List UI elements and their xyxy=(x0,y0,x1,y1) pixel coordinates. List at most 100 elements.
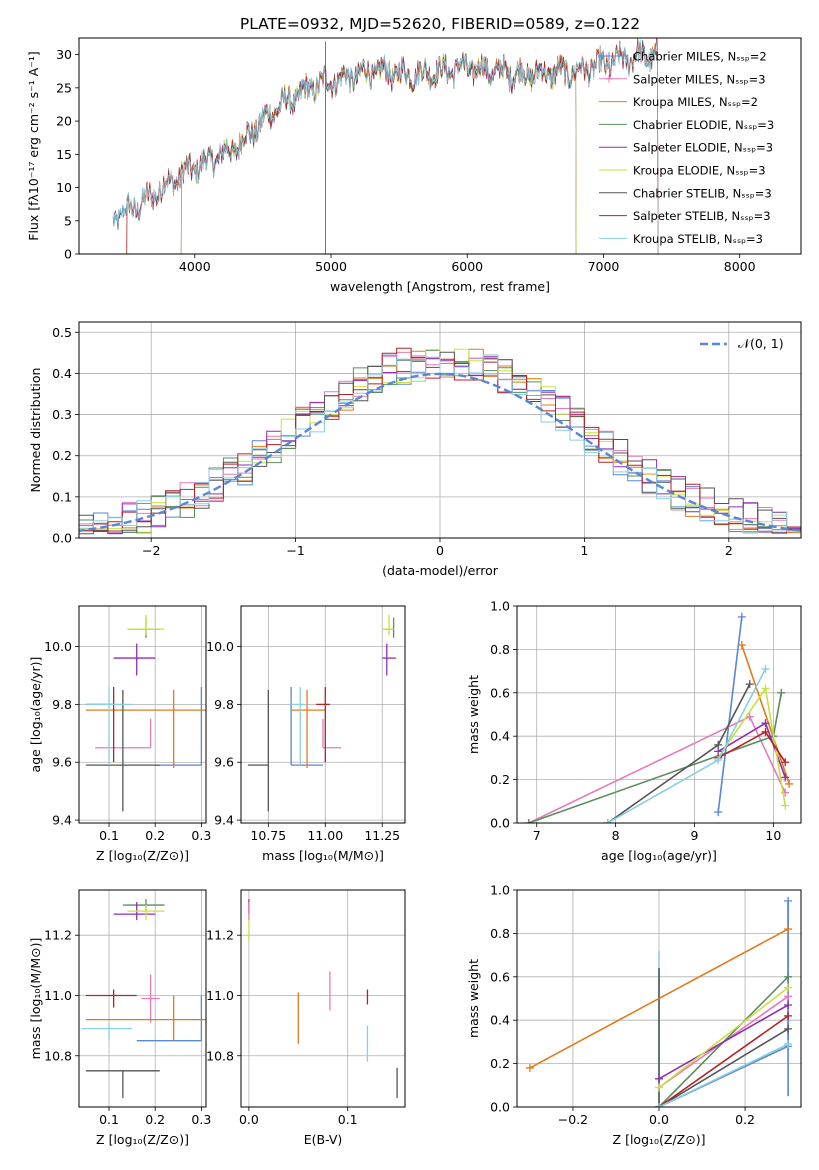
panel-6: 0.1 0.2 0.3 10.8 11.0 11.2 Z [log₁₀(Z/Z⊙)] mass… xyxy=(28,889,211,1147)
x-tick-label: 10.75 xyxy=(250,828,286,843)
weight-marker xyxy=(784,1024,793,1033)
y-tick-label: 9.8 xyxy=(52,697,72,712)
legend-entry: Kroupa MILES, Nₛₛₚ=2 xyxy=(633,95,758,109)
weight-marker xyxy=(781,801,790,810)
weight-marker xyxy=(784,925,793,934)
y-tick-label: 15 xyxy=(56,147,72,162)
y-tick-label: 0 xyxy=(64,247,72,262)
y-tick-label: 0.1 xyxy=(52,489,72,504)
spectrum-line xyxy=(180,54,577,254)
x-tick-label: 10 xyxy=(765,828,781,843)
y-tick-label: 11.0 xyxy=(206,988,234,1003)
weight-marker xyxy=(761,664,770,673)
x-axis-label: (data-model)/error xyxy=(382,563,499,578)
y-tick-label: 1.0 xyxy=(490,883,510,898)
x-tick-label: 6000 xyxy=(451,259,483,274)
weight-marker xyxy=(784,992,793,1001)
axes-frame xyxy=(78,605,207,824)
spectrum-line xyxy=(112,38,659,254)
x-tick-label: 0.0 xyxy=(649,1112,669,1127)
spectra xyxy=(112,38,659,254)
y-tick-label: 1.0 xyxy=(490,599,510,614)
x-tick-label: 0.3 xyxy=(191,828,211,843)
weight-marker xyxy=(603,819,612,823)
legend-entry: Chabrier STELIB, Nₛₛₚ=3 xyxy=(633,186,772,200)
y-tick-label: 0.6 xyxy=(490,685,510,700)
weight-marker xyxy=(761,719,770,728)
weight-marker xyxy=(737,612,746,621)
histogram-step xyxy=(79,354,801,534)
error-bars xyxy=(81,899,206,1098)
weight-marker xyxy=(714,756,723,765)
x-tick-label: 0.3 xyxy=(191,1112,211,1127)
y-tick-label: 9.6 xyxy=(52,755,72,770)
x-tick-label: −0.2 xyxy=(558,1112,588,1127)
x-tick-label: 9 xyxy=(691,828,699,843)
weight-marker xyxy=(784,896,793,905)
panel-2: −2 −1 0 1 2 0.0 0.1 0.2 0.3 0.4 0.5 (data-model)/er… xyxy=(28,321,802,578)
x-axis-label: mass [log₁₀(M/M⊙)] xyxy=(262,848,384,863)
legend-entry: Chabrier ELODIE, Nₛₛₚ=3 xyxy=(633,118,774,132)
axes-frame xyxy=(516,605,802,824)
chart-title: PLATE=0932, MJD=52620, FIBERID=0589, z=0… xyxy=(240,15,640,33)
x-tick-label: 4000 xyxy=(179,259,211,274)
y-tick-label: 0.8 xyxy=(490,926,510,941)
weight-line xyxy=(741,644,790,785)
x-tick-label: 7 xyxy=(533,828,541,843)
x-tick-label: 0.0 xyxy=(239,1112,259,1127)
y-tick-label: 9.8 xyxy=(214,697,234,712)
y-tick-label: 0.3 xyxy=(52,407,72,422)
weight-marker xyxy=(784,1040,793,1049)
y-tick-label: 10.0 xyxy=(206,639,234,654)
y-axis-label: mass [log₁₀(M/M⊙)] xyxy=(28,938,43,1060)
y-tick-label: 0.6 xyxy=(490,969,510,984)
y-tick-label: 25 xyxy=(56,80,72,95)
x-axis-label: Z [log₁₀(Z/Z⊙)] xyxy=(96,1132,189,1147)
y-tick-label: 0.4 xyxy=(490,1013,510,1028)
y-tick-label: 0.0 xyxy=(490,1100,510,1115)
y-tick-label: 0.4 xyxy=(52,366,72,381)
weight-line xyxy=(658,986,789,1089)
weight-line xyxy=(658,1028,789,1107)
weight-marker xyxy=(761,727,770,736)
legend-entry: Chabrier MILES, Nₛₛₚ=2 xyxy=(633,50,767,64)
legend-entry: Salpeter MILES, Nₛₛₚ=3 xyxy=(633,72,766,86)
weight-marker xyxy=(714,740,723,749)
x-tick-label: 0 xyxy=(436,543,444,558)
x-tick-label: 1 xyxy=(580,543,588,558)
histograms xyxy=(79,347,801,535)
y-axis-label: Flux [fλ10⁻¹⁷ erg cm⁻² s⁻¹ A⁻¹] xyxy=(26,51,41,240)
y-tick-label: 0.0 xyxy=(490,816,510,831)
y-tick-label: 11.2 xyxy=(44,928,72,943)
panel-7: 0.0 0.1 10.8 11.0 11.2 E(B-V) xyxy=(206,889,406,1147)
y-tick-label: 30 xyxy=(56,47,72,62)
x-tick-label: 0.1 xyxy=(99,1112,119,1127)
weight-line xyxy=(658,1043,789,1107)
y-tick-label: 0.2 xyxy=(490,1056,510,1071)
legend-entry: Salpeter STELIB, Nₛₛₚ=3 xyxy=(633,209,771,223)
x-tick-label: 8000 xyxy=(724,259,756,274)
axes-frame xyxy=(240,889,406,1108)
panel-3: 0.1 0.2 0.3 9.4 9.6 9.8 10.0 Z [log₁₀(Z/Z⊙)] age… xyxy=(28,605,211,863)
weight-marker xyxy=(655,1074,663,1083)
weight-marker xyxy=(525,1063,534,1072)
x-axis-label: Z [log₁₀(Z/Z⊙)] xyxy=(613,1132,706,1147)
y-tick-label: 20 xyxy=(56,114,72,129)
weight-lines xyxy=(525,896,793,1107)
y-tick-label: 9.4 xyxy=(52,813,72,828)
legend: Chabrier MILES, Nₛₛₚ=2 Salpeter MILES, Nₛ… xyxy=(599,50,774,246)
x-axis-label: Z [log₁₀(Z/Z⊙)] xyxy=(96,848,189,863)
x-tick-label: 5000 xyxy=(315,259,347,274)
legend-entry: 𝒩(0, 1) xyxy=(738,336,784,351)
error-bars xyxy=(248,899,398,1098)
weight-marker xyxy=(784,1011,793,1020)
weight-marker xyxy=(737,641,746,650)
axes-frame xyxy=(78,321,802,539)
spectrum-line xyxy=(180,53,577,254)
weight-line xyxy=(717,616,743,813)
y-tick-label: 11.2 xyxy=(206,928,234,943)
y-tick-label: 0.0 xyxy=(52,531,72,546)
y-axis-label: Normed distribution xyxy=(28,368,43,493)
weight-marker xyxy=(781,773,790,782)
